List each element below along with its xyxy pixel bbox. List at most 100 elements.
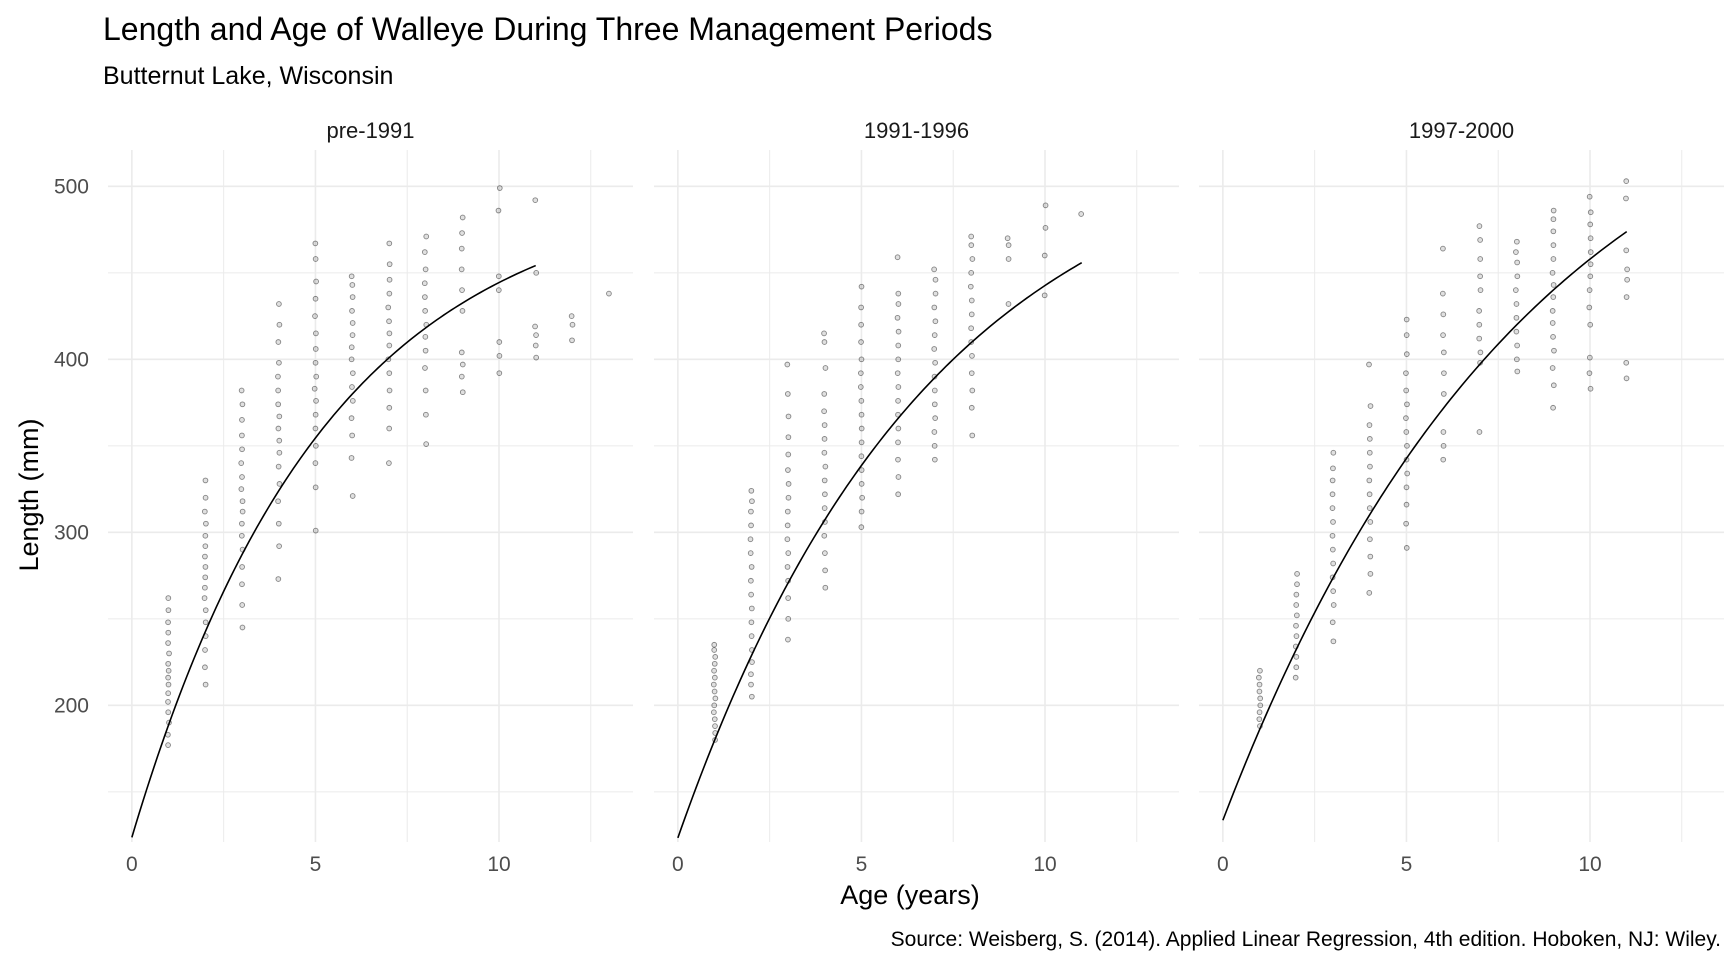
data-point: [1586, 193, 1593, 200]
data-point: [1256, 709, 1263, 716]
data-point: [1292, 674, 1299, 681]
data-point: [496, 185, 503, 191]
data-point: [312, 527, 319, 534]
data-point: [1513, 249, 1519, 255]
data-point: [312, 256, 319, 262]
data-point: [1041, 292, 1048, 299]
data-point: [858, 481, 865, 487]
data-point: [349, 493, 356, 499]
data-point: [276, 413, 283, 420]
fit-curve: [1222, 230, 1628, 821]
x-tick-label: 5: [1401, 853, 1413, 876]
data-point: [533, 332, 539, 338]
data-point: [1586, 370, 1593, 377]
data-point: [968, 297, 975, 304]
data-point: [165, 742, 171, 748]
data-point: [1550, 404, 1556, 411]
data-point: [968, 233, 975, 240]
data-point: [1329, 619, 1336, 626]
data-point: [533, 269, 540, 276]
data-point: [1514, 273, 1521, 280]
data-point: [895, 290, 902, 297]
data-point: [1041, 252, 1048, 259]
data-point: [712, 723, 718, 729]
data-point: [276, 449, 283, 456]
data-point: [1005, 242, 1012, 249]
data-point: [165, 699, 171, 705]
data-point: [785, 467, 791, 473]
data-point: [1513, 328, 1520, 335]
data-point: [312, 359, 319, 366]
data-point: [748, 487, 755, 494]
data-point: [1293, 591, 1300, 598]
data-point: [784, 522, 791, 529]
data-point: [238, 387, 245, 394]
data-point: [748, 591, 754, 598]
data-point: [932, 359, 938, 366]
data-point: [201, 508, 208, 515]
data-point: [1005, 301, 1012, 307]
data-point: [1256, 674, 1262, 681]
data-point: [386, 425, 393, 432]
data-point: [968, 242, 975, 249]
data-point: [712, 654, 719, 660]
data-point: [423, 233, 430, 240]
data-point: [1293, 664, 1300, 671]
data-point: [1367, 553, 1374, 560]
data-point: [1549, 308, 1556, 314]
data-point: [238, 486, 245, 492]
data-point: [858, 411, 865, 418]
data-point: [165, 660, 172, 667]
data-point: [1293, 602, 1300, 608]
data-point: [1550, 282, 1557, 288]
data-point: [386, 404, 393, 411]
data-point: [822, 567, 828, 574]
data-point: [932, 318, 939, 325]
data-point: [785, 451, 792, 458]
data-point: [202, 543, 209, 550]
data-point: [822, 584, 829, 591]
data-point: [276, 543, 282, 550]
data-point: [459, 308, 466, 314]
data-point: [1042, 225, 1049, 231]
data-point: [1440, 290, 1446, 297]
data-point: [202, 647, 208, 653]
data-point: [276, 359, 282, 366]
data-point: [532, 323, 538, 330]
data-point: [349, 320, 356, 326]
data-point: [1623, 247, 1630, 254]
data-point: [822, 550, 828, 556]
data-point: [858, 508, 865, 515]
data-point: [1366, 505, 1373, 511]
data-point: [1330, 465, 1336, 472]
panel-strip-label: 1997-2000: [1409, 118, 1514, 143]
data-point: [275, 576, 282, 582]
data-point: [312, 442, 319, 449]
data-point: [312, 346, 319, 352]
x-axis-label: Age (years): [840, 880, 980, 910]
data-point: [459, 361, 466, 368]
data-point: [895, 356, 902, 363]
data-point: [1330, 449, 1337, 456]
data-point: [1257, 702, 1264, 709]
data-point: [1514, 259, 1520, 266]
chart-caption: Source: Weisberg, S. (2014). Applied Lin…: [891, 928, 1721, 951]
data-point: [1550, 382, 1557, 389]
data-point: [312, 240, 319, 247]
data-point: [711, 709, 717, 716]
data-point: [748, 681, 754, 688]
data-point: [1477, 256, 1484, 262]
data-point: [496, 339, 503, 345]
data-point: [932, 290, 939, 297]
panel-strip-label: 1991-1996: [864, 118, 969, 143]
data-point: [1624, 266, 1630, 273]
data-point: [312, 460, 319, 466]
data-point: [349, 398, 356, 404]
data-point: [858, 283, 865, 290]
data-point: [895, 491, 902, 498]
data-point: [1367, 570, 1374, 577]
data-point: [275, 401, 282, 408]
data-point: [1587, 249, 1594, 255]
